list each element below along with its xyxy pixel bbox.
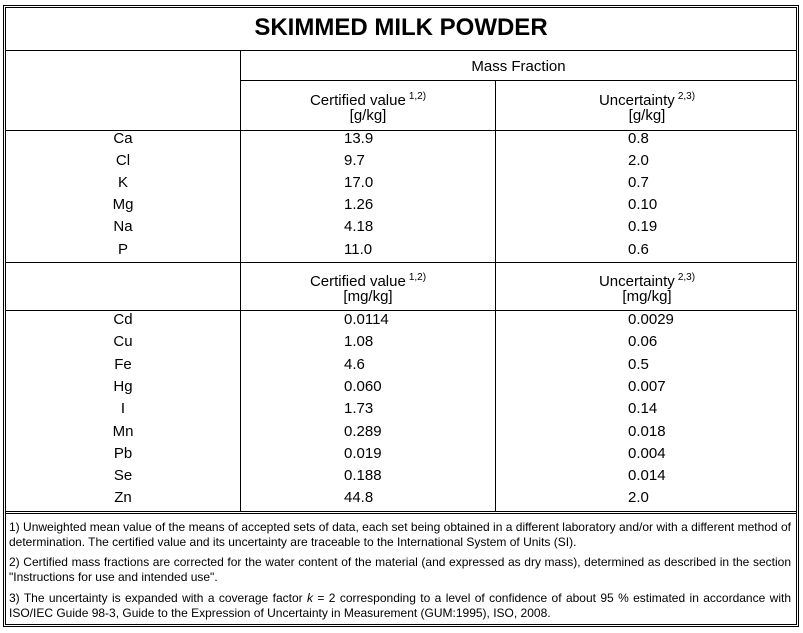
element: Na — [113, 218, 133, 236]
element: Cd — [113, 311, 133, 328]
element: Mn — [112, 422, 134, 440]
element: Se — [113, 467, 133, 485]
column-label: Uncertainty — [598, 273, 675, 290]
certified-value: 4.18 — [344, 218, 374, 236]
column-header: Certified value 1,2) — [248, 269, 488, 291]
certified-value: 1.08 — [344, 333, 374, 351]
certified-value: 0.289 — [344, 422, 382, 440]
rule — [6, 511, 796, 514]
footnote: 1) Unweighted mean value of the means of… — [9, 520, 791, 550]
certified-value: 0.0114 — [344, 311, 389, 328]
column-note: 1,2) — [408, 272, 427, 283]
certified-value: 17.0 — [344, 174, 374, 192]
footnote-text: 3) The uncertainty is expanded with a co… — [9, 591, 308, 605]
certified-value: 4.6 — [344, 355, 365, 373]
footnote: 2) Certified mass fractions are correcte… — [9, 555, 791, 585]
footnote-text: k — [307, 591, 314, 605]
element: Zn — [114, 489, 132, 507]
certified-value: 13.9 — [344, 130, 374, 147]
rule — [6, 262, 796, 263]
certified-value: 9.7 — [344, 152, 365, 170]
uncertainty: 0.0029 — [628, 311, 674, 328]
rule — [6, 50, 796, 51]
element: K — [117, 174, 128, 192]
column-label: Uncertainty — [598, 92, 675, 109]
rule — [6, 130, 796, 131]
element: Cu — [113, 333, 133, 351]
footnote-text: 1) Unweighted mean value of the means of… — [9, 520, 791, 549]
uncertainty: 0.5 — [628, 355, 649, 373]
element: P — [117, 240, 128, 258]
element: Mg — [112, 196, 134, 214]
uncertainty: 0.004 — [628, 444, 666, 462]
column-note: 2,3) — [677, 272, 696, 283]
certified-value: 44.8 — [344, 489, 374, 507]
certified-value: 0.019 — [344, 444, 382, 462]
outer-border — [3, 5, 799, 627]
certified-value: 1.73 — [344, 400, 374, 418]
uncertainty: 0.007 — [628, 377, 666, 395]
footnote-text: 2) Certified mass fractions are correcte… — [9, 555, 791, 584]
certified-value: 1.26 — [344, 196, 374, 214]
footnote: 3) The uncertainty is expanded with a co… — [9, 591, 791, 621]
column-header: Uncertainty 2,3) — [527, 269, 767, 291]
element: Hg — [113, 377, 133, 395]
uncertainty: 0.10 — [628, 196, 658, 214]
uncertainty: 0.6 — [628, 240, 649, 258]
uncertainty: 0.14 — [628, 400, 658, 418]
element: Ca — [113, 130, 133, 147]
rule — [240, 80, 796, 81]
uncertainty: 0.018 — [628, 422, 666, 440]
column-unit: [g/kg] — [349, 107, 387, 124]
column-header: Uncertainty 2,3) — [527, 88, 767, 110]
uncertainty: 2.0 — [628, 489, 649, 507]
column-unit: [mg/kg] — [343, 288, 393, 305]
title: SKIMMED MILK POWDER — [254, 14, 548, 41]
column-rule — [495, 80, 496, 512]
column-unit: [g/kg] — [628, 107, 666, 124]
column-label: Certified value — [309, 92, 406, 109]
certified-value: 0.060 — [344, 377, 382, 395]
uncertainty: 0.06 — [628, 333, 658, 351]
uncertainty: 0.014 — [628, 467, 666, 485]
element: I — [120, 400, 126, 418]
uncertainty: 0.7 — [628, 174, 649, 192]
uncertainty: 2.0 — [628, 152, 649, 170]
uncertainty: 0.8 — [628, 130, 649, 147]
uncertainty: 0.19 — [628, 218, 658, 236]
element: Cl — [115, 152, 131, 170]
element: Pb — [113, 444, 133, 462]
group-header: Mass Fraction — [471, 58, 566, 75]
element: Fe — [114, 355, 132, 373]
column-label: Certified value — [309, 273, 406, 290]
column-rule — [240, 50, 241, 512]
column-header: Certified value 1,2) — [248, 88, 488, 110]
certified-value: 11.0 — [344, 240, 373, 258]
rule — [6, 310, 796, 311]
column-note: 2,3) — [677, 91, 696, 102]
column-note: 1,2) — [408, 91, 427, 102]
column-unit: [mg/kg] — [622, 288, 672, 305]
footnote-text: = 2 corresponding to a level of confiden… — [9, 591, 792, 620]
certified-value: 0.188 — [344, 467, 382, 485]
